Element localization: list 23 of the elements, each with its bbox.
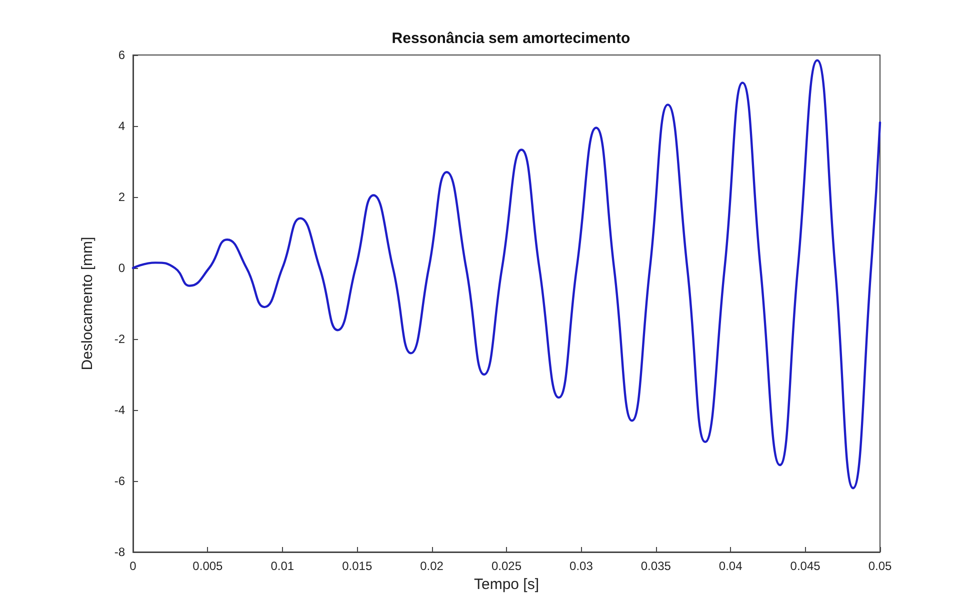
- x-tick-label: 0.025: [491, 559, 522, 573]
- y-tick-label: -4: [114, 403, 126, 417]
- x-tick-label: 0: [130, 559, 137, 573]
- y-tick-label: 0: [118, 261, 126, 275]
- x-tick-label: 0.035: [640, 559, 672, 573]
- y-tick-label: -8: [114, 545, 126, 559]
- y-tick-label: -6: [114, 474, 126, 488]
- x-tick-label: 0.05: [868, 559, 892, 573]
- y-tick-label: 4: [118, 119, 126, 133]
- x-tick-label: 0.02: [420, 559, 444, 573]
- chart-title: Ressonância sem amortecimento: [392, 30, 630, 47]
- y-tick-label: -2: [114, 332, 126, 346]
- x-axis-title: Tempo [s]: [474, 576, 540, 593]
- x-tick-label: 0.015: [342, 559, 372, 573]
- x-tick-label: 0.03: [570, 559, 594, 573]
- x-tick-label: 0.045: [790, 559, 821, 573]
- line-series: [132, 59, 882, 490]
- y-tick-label: 6: [118, 48, 126, 62]
- y-axis-title: Deslocamento [mm]: [79, 236, 96, 370]
- x-tick-label: 0.005: [192, 559, 224, 573]
- x-tick-label: 0.04: [718, 559, 743, 573]
- y-tick-label: 2: [118, 190, 126, 204]
- x-tick-label: 0.01: [270, 559, 294, 573]
